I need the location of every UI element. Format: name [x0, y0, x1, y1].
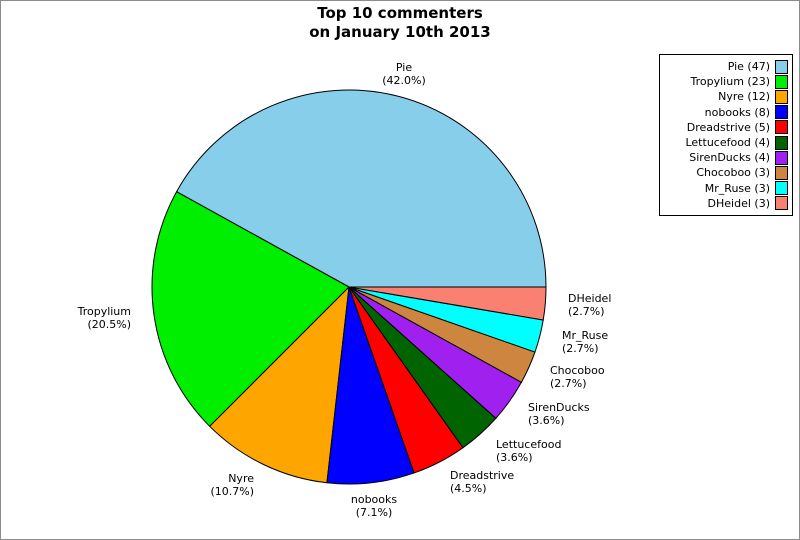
slice-label-name: Pie	[395, 61, 413, 74]
slice-label-nobooks: nobooks (7.1%)	[351, 493, 397, 519]
slice-label-Lettucefood: Lettucefood (3.6%)	[496, 438, 561, 464]
legend-row-Lettucefood: Lettucefood (4)	[664, 135, 788, 150]
legend-label: Mr_Ruse (3)	[704, 181, 770, 195]
legend-swatch	[775, 105, 788, 120]
legend-rows: Pie (47) Tropylium (23) Nyre (12) nobooks (…	[664, 59, 788, 211]
slice-label-percent: (2.7%)	[568, 305, 605, 318]
legend-label: Nyre (12)	[718, 90, 770, 104]
slice-label-name: SirenDucks	[528, 401, 590, 414]
legend-label: Pie (47)	[727, 60, 770, 74]
legend-row-nobooks: nobooks (8)	[664, 105, 788, 120]
slice-label-Chocoboo: Chocoboo (2.7%)	[550, 364, 605, 390]
slice-label-percent: (3.6%)	[528, 414, 565, 427]
legend-row-Pie: Pie (47)	[664, 59, 788, 74]
legend-swatch	[775, 165, 788, 180]
slice-label-name: nobooks	[350, 493, 398, 506]
slice-label-percent: (7.1%)	[355, 506, 393, 519]
slice-label-name: Chocoboo	[550, 364, 605, 377]
slice-label-DHeidel: DHeidel (2.7%)	[568, 292, 611, 318]
slice-label-percent: (3.6%)	[496, 451, 533, 464]
legend-label: Tropylium (23)	[690, 75, 770, 89]
legend-label: SirenDucks (4)	[689, 151, 770, 165]
slice-label-percent: (42.0%)	[382, 74, 426, 87]
legend-swatch	[775, 89, 788, 104]
slice-label-Nyre: Nyre (10.7%)	[210, 472, 254, 498]
legend-row-Nyre: Nyre (12)	[664, 89, 788, 104]
legend-swatch	[775, 135, 788, 150]
slice-label-percent: (2.7%)	[550, 377, 587, 390]
legend-swatch	[775, 150, 788, 165]
slice-label-name: Nyre	[228, 472, 254, 485]
pie-slice-Tropylium	[151, 191, 350, 427]
legend-label: Lettucefood (4)	[685, 136, 770, 150]
legend-row-DHeidel: DHeidel (3)	[664, 196, 788, 211]
legend-swatch	[775, 196, 788, 211]
legend-swatch	[775, 59, 788, 74]
slice-label-name: Mr_Ruse	[562, 329, 609, 342]
legend-label: Chocoboo (3)	[696, 166, 770, 180]
slice-label-percent: (2.7%)	[562, 342, 599, 355]
legend-swatch	[775, 74, 788, 89]
slice-label-percent: (4.5%)	[450, 482, 487, 495]
legend-row-Mr_Ruse: Mr_Ruse (3)	[664, 181, 788, 196]
slice-label-Mr_Ruse: Mr_Ruse (2.7%)	[562, 329, 608, 355]
slice-label-Pie: Pie (42.0%)	[382, 61, 426, 87]
slice-label-percent: (20.5%)	[87, 318, 131, 331]
pie-slice-Nyre	[209, 286, 350, 484]
slice-label-name: Lettucefood	[496, 438, 562, 451]
slice-label-Dreadstrive: Dreadstrive (4.5%)	[450, 469, 514, 495]
legend-row-Chocoboo: Chocoboo (3)	[664, 165, 788, 180]
legend-row-Tropylium: Tropylium (23)	[664, 74, 788, 89]
chart-title-line1: Top 10 commenters	[317, 4, 483, 22]
legend-swatch	[775, 181, 788, 196]
slice-label-name: DHeidel	[568, 292, 612, 305]
slice-label-name: Dreadstrive	[450, 469, 515, 482]
chart-title: Top 10 commenters on January 10th 2013	[1, 4, 799, 42]
slice-label-percent: (10.7%)	[210, 485, 254, 498]
legend-label: nobooks (8)	[704, 105, 770, 119]
legend-label: Dreadstrive (5)	[686, 120, 770, 134]
legend-swatch	[775, 120, 788, 135]
slice-label-Tropylium: Tropylium (20.5%)	[78, 305, 131, 331]
pie-slice-Pie	[176, 89, 547, 288]
slice-label-SirenDucks: SirenDucks (3.6%)	[528, 401, 590, 427]
slice-label-name: Tropylium	[77, 305, 131, 318]
legend-label: DHeidel (3)	[707, 196, 770, 210]
legend: Pie (47) Tropylium (23) Nyre (12) nobooks (…	[659, 54, 793, 216]
legend-row-SirenDucks: SirenDucks (4)	[664, 150, 788, 165]
legend-row-Dreadstrive: Dreadstrive (5)	[664, 120, 788, 135]
pie-slice-DHeidel	[348, 286, 547, 321]
chart-title-line2: on January 10th 2013	[309, 23, 491, 41]
